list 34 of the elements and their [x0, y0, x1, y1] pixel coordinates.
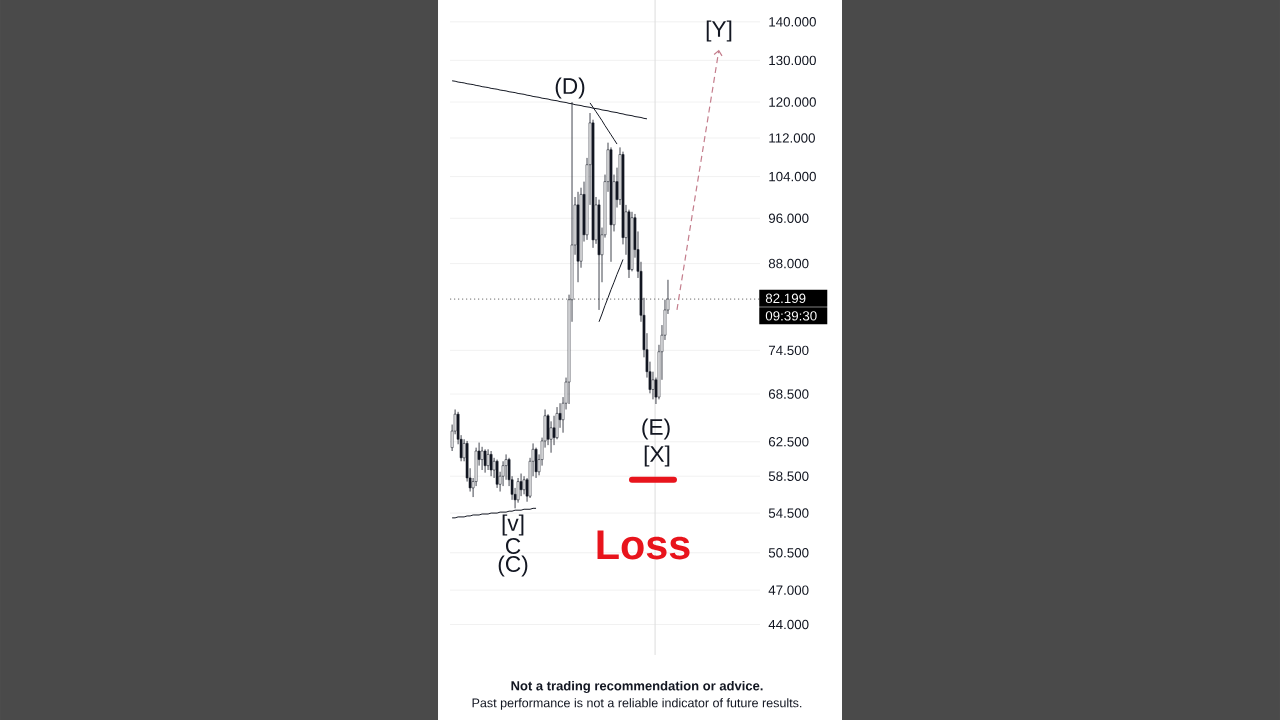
annotation: (D) [555, 77, 585, 99]
y-tick-label: 74.500 [768, 345, 809, 356]
candlestick [516, 477, 520, 504]
annotation: [Y] [706, 20, 732, 42]
candlestick [489, 450, 493, 477]
y-tick-label: 44.000 [768, 619, 809, 630]
y-tick-label: 68.500 [768, 389, 809, 399]
y-tick-label: 104.000 [769, 171, 816, 182]
ref-line-label: 82.199 [765, 293, 806, 304]
annotation: [X] [644, 445, 670, 467]
y-tick-label: 140.000 [769, 17, 816, 27]
y-tick-label: 47.000 [768, 585, 809, 595]
y-tick-label: 130.000 [769, 55, 816, 66]
candlestick [534, 447, 538, 479]
y-tick-label: 50.500 [768, 548, 809, 558]
y-tick-label: 120.000 [769, 97, 816, 107]
annotation: (E) [642, 418, 670, 440]
text: Not a trading recommendation or advice. [511, 680, 763, 694]
y-tick-label: 58.500 [768, 471, 809, 481]
candlestick [480, 446, 484, 471]
annotation: Loss [597, 530, 690, 560]
candlestick [495, 459, 499, 489]
annotation: (C) [498, 555, 528, 577]
annotation: C [505, 537, 521, 555]
line-series [598, 258, 624, 323]
text: Past performance is not a reliable indicator of future results. [472, 698, 802, 710]
y-tick-label: 62.500 [768, 437, 809, 447]
text: 09:39:30 [765, 311, 817, 321]
candlestick [483, 448, 487, 474]
y-tick-label: 88.000 [768, 258, 809, 269]
annotation: [v] [502, 514, 524, 536]
y-tick-label: 96.000 [768, 213, 809, 223]
y-tick-label: 54.500 [768, 508, 809, 518]
y-tick-label: 112.000 [769, 133, 815, 143]
